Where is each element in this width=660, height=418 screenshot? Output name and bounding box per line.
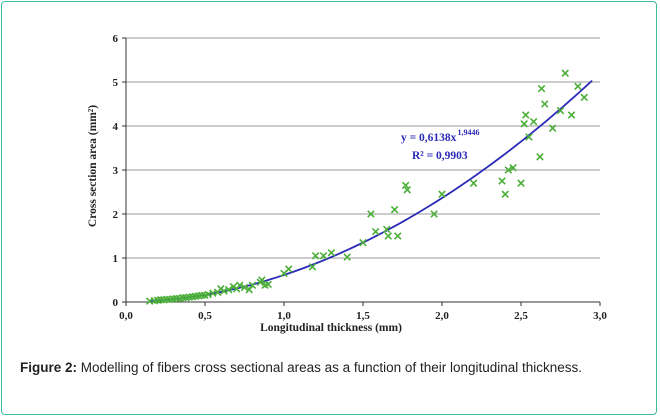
x-tick-label: 0,5: [198, 310, 212, 322]
data-point: [574, 82, 582, 91]
x-tick-label: 2,0: [435, 310, 449, 322]
x-axis-label: Longitudinal thickness (mm): [260, 322, 402, 334]
data-point: [520, 120, 528, 128]
figure-caption: Figure 2: Modelling of fibers cross sect…: [20, 358, 640, 378]
x-tick-label: 1,0: [277, 310, 291, 322]
data-point: [403, 186, 412, 194]
data-point: [438, 190, 446, 198]
grid-lines: [126, 37, 600, 259]
data-point: [224, 285, 233, 294]
y-axis-label: Cross section area (mm²): [87, 105, 99, 227]
data-point: [540, 100, 549, 108]
fit-equation: y = 0,6138x: [401, 132, 457, 144]
data-point: [327, 248, 336, 257]
data-point: [248, 281, 257, 290]
data-point: [359, 238, 367, 247]
y-tick-label: 3: [113, 165, 119, 177]
data-point: [308, 263, 317, 271]
data-point: [556, 106, 565, 115]
chart-panel: 0 1 2 3 4 5 6 0,0 0,5 1,0 1,5 2,0 2,5 3,0 y = 0,6138x…: [8, 8, 649, 348]
data-point: [384, 232, 393, 240]
data-point: [319, 252, 328, 260]
data-points: [145, 69, 588, 305]
axes: [122, 37, 601, 306]
x-tick-label: 3,0: [593, 310, 607, 322]
data-point: [393, 232, 402, 240]
data-point: [504, 166, 513, 174]
data-point: [501, 190, 509, 198]
y-tick-label: 4: [113, 121, 119, 133]
caption-text: Modelling of fibers cross sectional area…: [77, 360, 583, 375]
data-point: [245, 285, 254, 294]
data-point: [235, 281, 244, 290]
data-point: [343, 253, 351, 261]
data-point: [311, 252, 320, 260]
data-point: [537, 84, 546, 93]
y-tick-label: 0: [113, 297, 119, 309]
data-point: [258, 276, 266, 284]
data-point: [548, 124, 557, 132]
data-point: [561, 69, 570, 77]
data-point: [367, 210, 375, 218]
data-point: [264, 280, 272, 289]
data-point: [382, 225, 391, 234]
data-point: [430, 210, 438, 218]
y-tick-label: 5: [113, 77, 119, 89]
x-tick-label: 2,5: [514, 310, 528, 322]
data-point: [525, 133, 533, 141]
y-tick-label: 2: [113, 209, 119, 221]
data-point: [498, 177, 506, 185]
data-point: [517, 179, 525, 187]
data-point: [469, 179, 478, 187]
fit-curve: [149, 79, 593, 303]
fit-r-squared: R² = 0,9903: [412, 150, 468, 162]
data-point: [567, 111, 576, 119]
x-tick-label: 1,5: [356, 310, 370, 322]
data-point: [371, 227, 380, 236]
caption-label: Figure 2:: [20, 360, 78, 375]
tick-labels: 0 1 2 3 4 5 6 0,0 0,5 1,0 1,5 2,0 2,5 3,0: [113, 33, 608, 322]
data-point: [536, 153, 544, 161]
y-tick-label: 6: [113, 33, 119, 45]
fit-exponent: 1,9446: [457, 128, 479, 137]
y-tick-label: 1: [113, 253, 119, 265]
data-point: [521, 111, 530, 119]
fit-annotation: y = 0,6138x 1,9446 R² = 0,9903: [401, 128, 479, 162]
data-point: [401, 181, 410, 190]
data-point: [240, 283, 249, 292]
data-point: [529, 117, 538, 126]
data-point: [390, 205, 399, 214]
data-point: [509, 164, 517, 172]
data-point: [580, 93, 588, 102]
data-point: [284, 265, 293, 273]
scatter-chart: 0 1 2 3 4 5 6 0,0 0,5 1,0 1,5 2,0 2,5 3,0 y = 0,6138x…: [87, 33, 608, 334]
x-tick-label: 0,0: [119, 310, 133, 322]
